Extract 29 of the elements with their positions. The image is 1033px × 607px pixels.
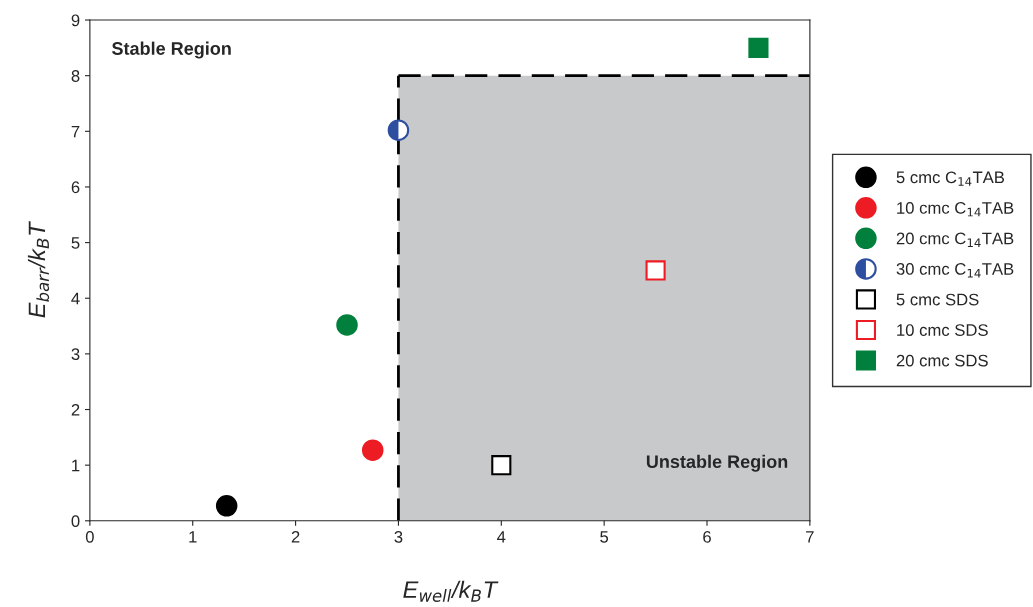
legend-label: 10 cmc SDS bbox=[897, 324, 988, 336]
y-axis-title: E$_{barr}$/k$_{B}$T bbox=[27, 221, 50, 318]
legend-label: 5 cmc C$_{14}$TAB bbox=[896, 171, 1005, 186]
legend-label: 20 cmc C$_{14}$TAB bbox=[896, 232, 1014, 247]
x-tick-label: 1 bbox=[189, 531, 197, 543]
y-tick-label: 4 bbox=[71, 292, 80, 305]
y-tick-label: 8 bbox=[71, 70, 80, 82]
y-tick-label: 7 bbox=[71, 125, 80, 138]
x-tick-label: 3 bbox=[394, 530, 403, 543]
x-tick-label: 4 bbox=[497, 531, 506, 543]
x-tick-label: 6 bbox=[703, 530, 711, 543]
legend-label: 30 cmc C$_{14}$TAB bbox=[896, 263, 1014, 278]
y-tick-label: 2 bbox=[71, 403, 80, 416]
y-tick-label: 1 bbox=[72, 459, 80, 472]
y-tick-label: 0 bbox=[71, 515, 80, 528]
x-tick-label: 5 bbox=[600, 531, 609, 543]
x-tick-label: 0 bbox=[85, 530, 94, 543]
y-tick-label: 5 bbox=[71, 237, 80, 249]
legend-label: 20 cmc SDS bbox=[896, 354, 988, 367]
annotation: Stable Region bbox=[111, 41, 231, 59]
y-tick-label: 6 bbox=[71, 181, 80, 194]
x-axis-title: E$_{well}$/k$_{B}$T bbox=[403, 580, 499, 602]
legend-label: 5 cmc SDS bbox=[896, 293, 979, 306]
y-tick-label: 3 bbox=[71, 348, 80, 361]
legend-label: 10 cmc C$_{14}$TAB bbox=[897, 201, 1014, 217]
y-tick-label: 9 bbox=[71, 14, 80, 27]
x-tick-label: 7 bbox=[806, 531, 814, 543]
x-tick-label: 2 bbox=[291, 530, 300, 543]
annotation: Unstable Region bbox=[646, 454, 788, 472]
